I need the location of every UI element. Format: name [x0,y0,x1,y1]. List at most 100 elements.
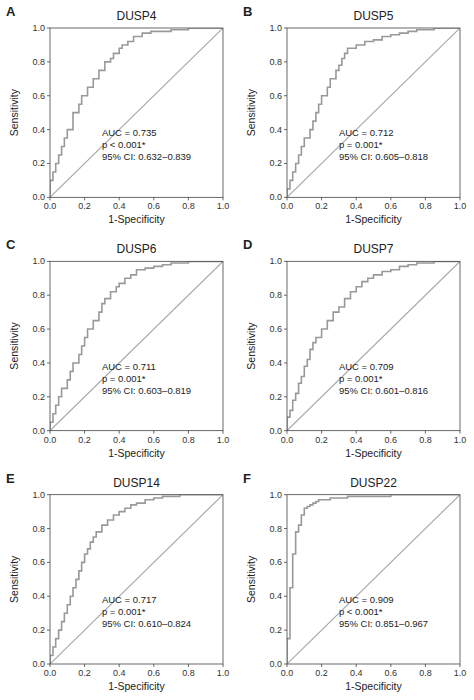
x-tick-label: 0.0 [44,201,57,211]
y-tick-label: 0.6 [32,91,45,101]
y-axis-label: Sensitivity [245,88,257,136]
x-axis-label: 1-Specificity [108,213,165,225]
x-tick [188,664,189,667]
x-tick [84,197,85,200]
x-tick-label: 0.0 [281,201,294,211]
x-tick-label: 0.6 [148,435,161,445]
x-tick [153,197,154,200]
x-tick [287,197,288,200]
x-tick-label: 0.0 [44,668,57,678]
y-tick-label: 0.2 [269,625,282,635]
y-tick [47,396,50,397]
y-tick-label: 0.6 [269,91,282,101]
x-tick [153,664,154,667]
y-tick [47,494,50,495]
y-tick [47,95,50,96]
panel-label: A [6,4,16,19]
y-tick [284,596,287,597]
y-tick [284,494,287,495]
x-axis-label: 1-Specificity [345,447,402,459]
x-tick-label: 0.0 [281,435,294,445]
x-tick [287,431,288,434]
y-tick [47,664,50,665]
x-tick [84,664,85,667]
title: DUSP14 [113,476,160,490]
y-tick [284,430,287,431]
annotation: p = 0.001* [102,606,146,617]
y-tick [47,528,50,529]
y-tick [47,261,50,262]
y-tick [284,95,287,96]
y-tick-label: 1.0 [32,256,45,266]
annotation: AUC = 0.712 [339,127,394,138]
plot-frame [50,495,223,664]
y-tick-label: 0.2 [32,392,45,402]
y-tick-label: 0.2 [269,158,282,168]
panel: CDUSP60.00.20.40.60.81.00.00.20.40.60.81… [6,237,229,458]
annotation: p = 0.001* [339,373,383,384]
annotation: AUC = 0.717 [102,594,157,605]
annotation: p < 0.001* [102,139,146,150]
x-tick-label: 0.6 [385,201,398,211]
roc-curve [50,495,223,664]
annotation: 95% CI: 0.851–0.967 [339,618,428,629]
reference-line [50,28,223,197]
y-axis-label: Sensitivity [8,322,20,370]
y-tick [284,129,287,130]
y-tick-label: 1.0 [32,23,45,33]
x-tick-label: 1.0 [217,668,230,678]
x-tick-label: 0.4 [350,668,363,678]
x-tick-label: 0.4 [350,201,363,211]
x-tick-label: 1.0 [454,201,467,211]
y-tick-label: 0.8 [269,524,282,534]
x-tick-label: 0.6 [385,668,398,678]
roc-curve [287,495,460,664]
x-tick-label: 0.6 [148,201,161,211]
y-tick [284,28,287,29]
panel: BDUSP50.00.20.40.60.81.00.00.20.40.60.81… [243,4,466,225]
y-tick-label: 0.4 [269,591,282,601]
x-tick [460,664,461,667]
x-tick-label: 0.2 [315,435,328,445]
plot-area [50,495,223,664]
plot-frame [287,495,460,664]
y-tick [47,28,50,29]
y-tick [284,197,287,198]
y-tick [284,362,287,363]
annotation: 95% CI: 0.605–0.818 [339,151,428,162]
title: DUSP5 [353,9,393,23]
y-tick-label: 0.2 [269,392,282,402]
x-tick [356,431,357,434]
y-tick-label: 0.0 [269,192,282,202]
plot-area [287,495,460,664]
x-tick [153,431,154,434]
y-tick [47,129,50,130]
y-axis-label: Sensitivity [8,88,20,136]
roc-curve [287,28,460,197]
x-tick [223,431,224,434]
panel-label: E [6,471,15,486]
panel-label: D [243,237,252,252]
panel: DDUSP70.00.20.40.60.81.00.00.20.40.60.81… [243,237,466,458]
x-tick-label: 0.6 [148,668,161,678]
x-tick-label: 0.8 [182,435,195,445]
y-tick-label: 0.8 [269,57,282,67]
roc-curve [50,28,223,197]
plot-frame [50,28,223,197]
y-tick-label: 1.0 [269,256,282,266]
y-tick [284,562,287,563]
reference-line [50,495,223,664]
y-tick-label: 1.0 [32,490,45,500]
x-axis-label: 1-Specificity [108,680,165,692]
y-tick-label: 0.0 [32,659,45,669]
y-tick [284,664,287,665]
x-tick [460,197,461,200]
reference-line [287,495,460,664]
y-tick [284,295,287,296]
x-tick-label: 0.2 [315,201,328,211]
plot-frame [287,28,460,197]
y-tick-label: 0.8 [32,524,45,534]
annotation: 95% CI: 0.603–0.819 [102,385,191,396]
x-tick [390,664,391,667]
y-axis-label: Sensitivity [8,555,20,603]
